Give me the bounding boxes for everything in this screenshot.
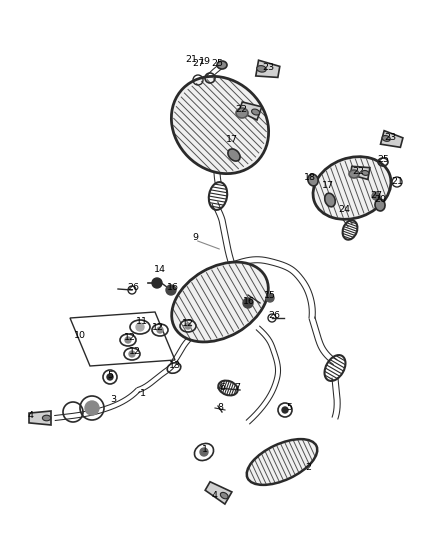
Ellipse shape — [172, 262, 268, 342]
Text: 26: 26 — [268, 311, 280, 320]
Text: 4: 4 — [27, 410, 33, 419]
Circle shape — [372, 192, 380, 200]
Text: 7: 7 — [234, 383, 240, 392]
Text: 24: 24 — [338, 206, 350, 214]
Circle shape — [157, 327, 163, 333]
Polygon shape — [205, 482, 232, 504]
Polygon shape — [29, 411, 51, 425]
Circle shape — [152, 278, 162, 288]
Ellipse shape — [362, 171, 369, 175]
Text: 21: 21 — [185, 55, 197, 64]
Ellipse shape — [171, 76, 268, 174]
Text: 27: 27 — [370, 191, 382, 200]
Ellipse shape — [257, 66, 266, 72]
Ellipse shape — [308, 174, 318, 186]
Text: 19: 19 — [199, 58, 211, 67]
Circle shape — [129, 351, 135, 357]
Circle shape — [200, 448, 208, 456]
Text: 6: 6 — [219, 383, 225, 392]
Polygon shape — [350, 166, 370, 180]
Ellipse shape — [349, 170, 359, 178]
Text: 5: 5 — [107, 370, 113, 379]
Text: 2: 2 — [305, 464, 311, 472]
Text: 27: 27 — [192, 59, 204, 68]
Ellipse shape — [375, 199, 385, 211]
Circle shape — [376, 200, 382, 206]
Circle shape — [107, 374, 113, 380]
Text: 23: 23 — [262, 63, 274, 72]
Ellipse shape — [236, 108, 248, 118]
Circle shape — [185, 323, 191, 329]
Circle shape — [166, 285, 176, 295]
Text: 18: 18 — [304, 174, 316, 182]
Text: 11: 11 — [136, 318, 148, 327]
Text: 12: 12 — [124, 333, 136, 342]
Text: 14: 14 — [154, 265, 166, 274]
Text: 8: 8 — [217, 403, 223, 413]
Text: 4: 4 — [212, 490, 218, 499]
Text: 1: 1 — [140, 389, 146, 398]
Text: 23: 23 — [384, 133, 396, 142]
Text: 13: 13 — [169, 361, 181, 370]
Circle shape — [136, 323, 144, 331]
Text: 9: 9 — [192, 232, 198, 241]
Text: 10: 10 — [74, 332, 86, 341]
Circle shape — [266, 294, 274, 302]
Polygon shape — [239, 102, 262, 120]
Text: 12: 12 — [129, 348, 141, 357]
Circle shape — [125, 337, 131, 343]
Text: 16: 16 — [243, 297, 255, 306]
Ellipse shape — [217, 61, 227, 69]
Text: 22: 22 — [235, 106, 247, 115]
Ellipse shape — [313, 157, 391, 220]
Circle shape — [85, 401, 99, 415]
Text: 21: 21 — [391, 177, 403, 187]
Circle shape — [282, 407, 288, 413]
Ellipse shape — [325, 193, 335, 207]
Text: 12: 12 — [152, 322, 164, 332]
Text: 25: 25 — [211, 59, 223, 68]
Ellipse shape — [251, 109, 260, 115]
Ellipse shape — [228, 149, 240, 161]
Text: 16: 16 — [167, 282, 179, 292]
Text: 20: 20 — [374, 196, 386, 205]
Text: 1: 1 — [202, 446, 208, 455]
Text: 17: 17 — [226, 135, 238, 144]
Text: 26: 26 — [127, 284, 139, 293]
Text: 12: 12 — [182, 319, 194, 327]
Text: 22: 22 — [352, 167, 364, 176]
Ellipse shape — [247, 439, 317, 485]
Ellipse shape — [382, 135, 390, 141]
Text: 5: 5 — [286, 403, 292, 413]
Text: 17: 17 — [322, 181, 334, 190]
Polygon shape — [256, 60, 280, 77]
Text: 25: 25 — [377, 156, 389, 165]
Text: 3: 3 — [110, 395, 116, 405]
Ellipse shape — [42, 415, 51, 421]
Text: 15: 15 — [264, 290, 276, 300]
Circle shape — [243, 298, 253, 308]
Ellipse shape — [220, 492, 228, 499]
Polygon shape — [381, 131, 403, 147]
